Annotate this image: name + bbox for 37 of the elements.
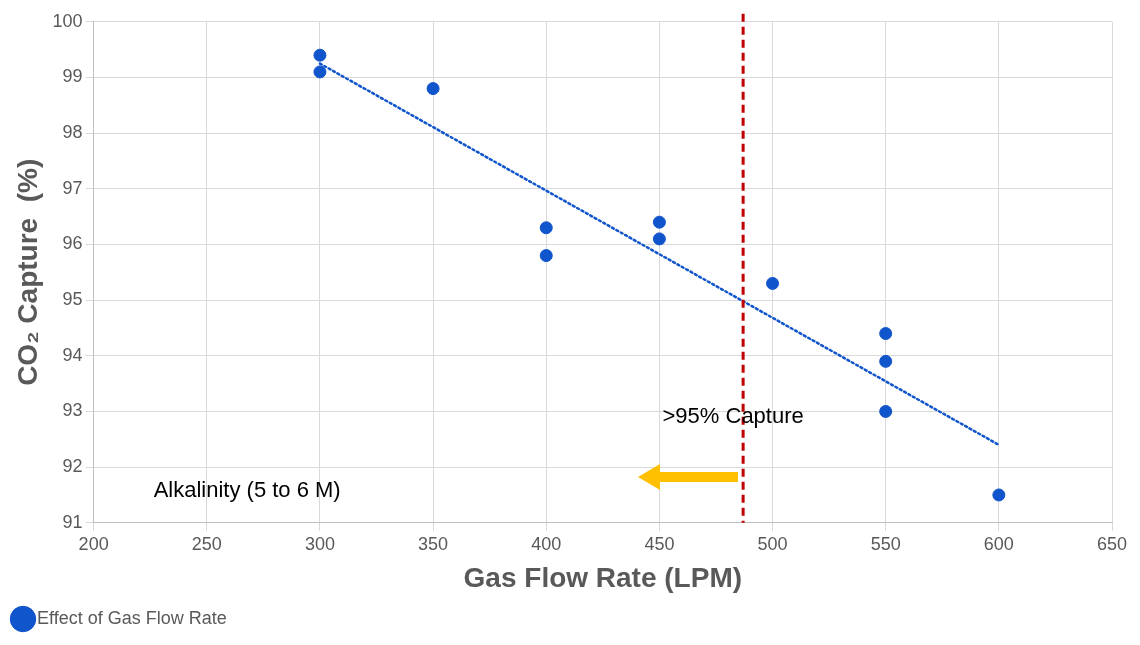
x-tick-label: 200 <box>78 533 109 554</box>
x-tick-label: 450 <box>644 533 675 554</box>
x-tick-label: 250 <box>191 533 222 554</box>
y-axis-title: CO₂ Capture (%) <box>11 158 43 386</box>
x-tick-label: 550 <box>870 533 901 554</box>
point <box>766 276 780 290</box>
y-tick-label: 96 <box>62 233 83 254</box>
x-tick-label: 300 <box>304 533 335 554</box>
point <box>879 404 893 418</box>
point <box>426 82 440 96</box>
y-tick-label: 93 <box>62 400 83 421</box>
ref-line-label: >95% Capture <box>662 403 804 429</box>
y-tick-label: 95 <box>62 289 83 310</box>
point <box>879 327 893 341</box>
point <box>652 232 666 246</box>
point <box>879 354 893 368</box>
point <box>313 65 327 79</box>
x-tick-label: 600 <box>983 533 1014 554</box>
x-tick-label: 400 <box>531 533 562 554</box>
y-tick-label: 99 <box>62 66 83 87</box>
point <box>313 48 327 62</box>
y-tick-label: 98 <box>62 122 83 143</box>
y-tick-label: 97 <box>62 177 83 198</box>
point <box>539 221 553 235</box>
x-tick-label: 500 <box>757 533 788 554</box>
point <box>539 249 553 263</box>
annotation: Alkalinity (5 to 6 M) <box>153 476 341 502</box>
point <box>652 215 666 229</box>
y-tick-label: 100 <box>52 10 83 31</box>
x-tick-label: 650 <box>1096 533 1128 554</box>
point <box>992 488 1006 502</box>
legend-label: Effect of Gas Flow Rate <box>37 607 227 628</box>
y-tick-label: 91 <box>62 511 83 532</box>
y-tick-label: 92 <box>62 456 83 477</box>
x-axis-title: Gas Flow Rate (LPM) <box>463 561 743 593</box>
x-tick-label: 350 <box>418 533 449 554</box>
y-tick-label: 94 <box>62 344 83 365</box>
